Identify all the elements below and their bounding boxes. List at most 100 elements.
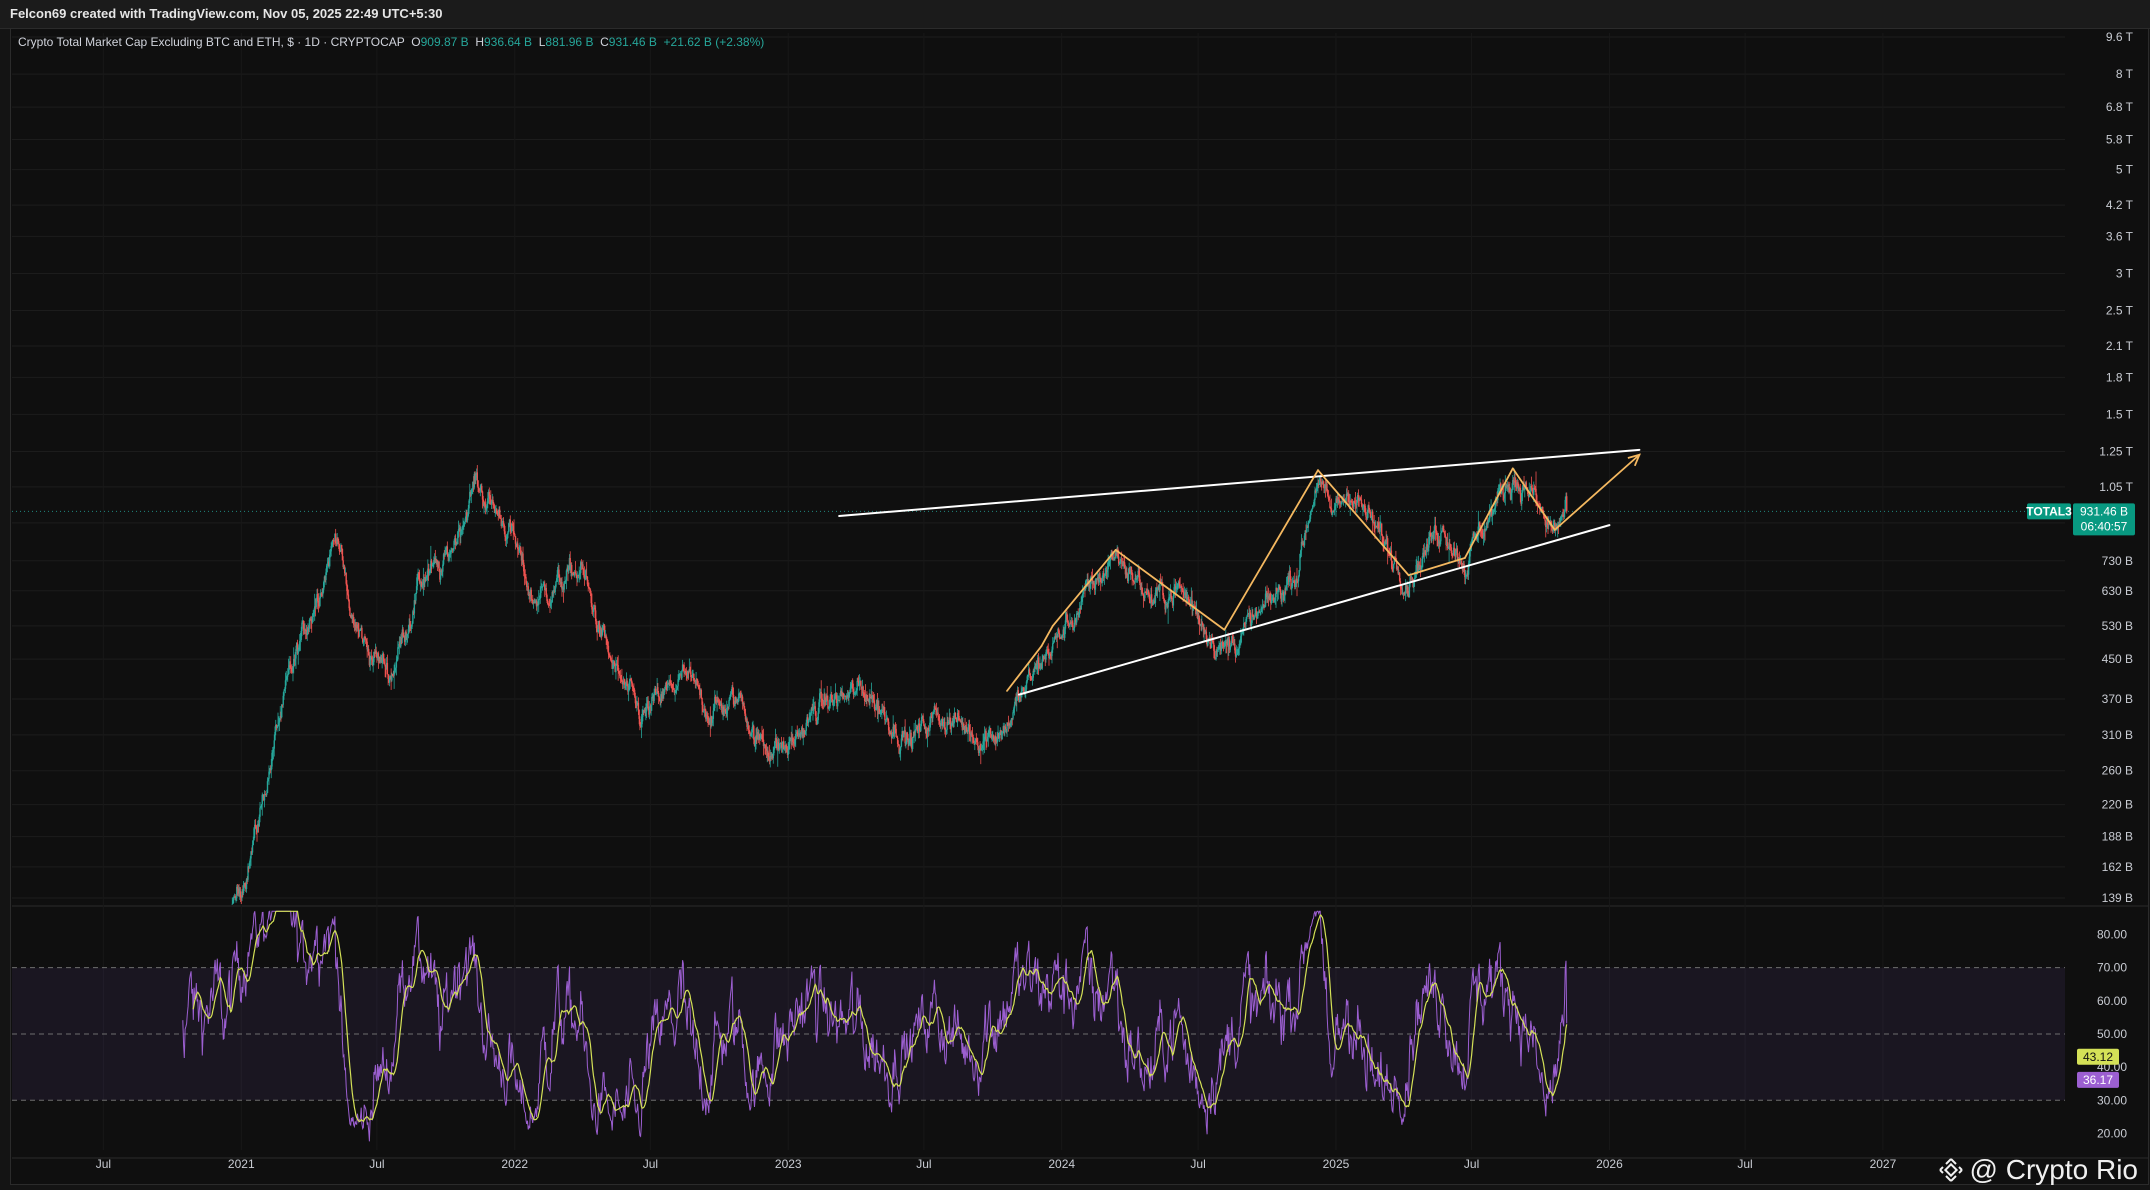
candle-body	[592, 608, 595, 613]
candle-body	[977, 746, 980, 753]
candle-body	[314, 606, 317, 608]
candle-body	[947, 722, 949, 724]
candle-body	[1391, 560, 1393, 568]
candle-body	[796, 732, 798, 734]
candle-body	[1049, 654, 1051, 659]
candle-body	[1488, 510, 1491, 519]
candle-body	[1135, 579, 1138, 581]
candle-body	[478, 489, 481, 491]
price-axis[interactable]: 9.6 T8 T6.8 T5.8 T5 T4.2 T3.6 T3 T2.5 T2…	[2099, 30, 2133, 905]
candle-body	[1048, 653, 1050, 659]
candle-body	[1127, 572, 1130, 582]
candle-body	[259, 807, 261, 817]
candle-body	[1019, 696, 1021, 703]
candle-body	[1352, 506, 1354, 508]
candle-body	[277, 724, 279, 727]
candle-body	[272, 748, 275, 752]
candle-body	[412, 611, 414, 624]
candle-body	[1551, 527, 1554, 532]
candle-body	[1498, 486, 1501, 490]
candle-body	[340, 544, 343, 550]
candle-body	[835, 692, 837, 700]
candle-body	[622, 681, 625, 685]
candle-body	[1449, 544, 1452, 548]
candle-body	[1347, 493, 1350, 502]
candle-body	[682, 664, 685, 666]
candle-body	[716, 699, 718, 702]
candle-body	[1037, 657, 1040, 665]
candle-body	[626, 680, 628, 686]
candle-body	[461, 527, 464, 530]
candle-body	[495, 509, 497, 511]
candle-body	[957, 712, 960, 716]
rsi-pane[interactable]	[12, 910, 2065, 1142]
candle-body	[1321, 481, 1323, 485]
candle-body	[870, 695, 873, 699]
candle-body	[650, 705, 652, 707]
candle-body	[748, 730, 750, 733]
candle-body	[837, 700, 840, 702]
candle-body	[916, 727, 918, 730]
candle-body	[715, 700, 718, 702]
candle-body	[302, 620, 304, 623]
candle-body	[1225, 641, 1227, 643]
candle-body	[254, 824, 256, 829]
candle-body	[1204, 628, 1206, 633]
candle-body	[271, 752, 273, 767]
candle-body	[1508, 487, 1510, 490]
time-tick-label: Jul	[369, 1157, 384, 1171]
time-axis[interactable]: Jul 2021 Jul 2022 Jul 2023 Jul 2024 Jul 2025 Jul 20…	[96, 1157, 1897, 1171]
candle-body	[1472, 533, 1474, 538]
candle-body	[451, 548, 454, 551]
candle-body	[1132, 580, 1135, 583]
candle-body	[1564, 499, 1566, 512]
candle-body	[1240, 636, 1242, 644]
candle-body	[1494, 498, 1497, 508]
candle-body	[1103, 575, 1106, 578]
candle-body	[649, 706, 652, 708]
candle-body	[562, 587, 564, 590]
candle-body	[896, 737, 899, 744]
candle-body	[702, 710, 705, 712]
candle-body	[726, 706, 729, 708]
candle-body	[872, 695, 875, 701]
candle-body	[569, 558, 571, 570]
candle-body	[1259, 612, 1261, 613]
drawing-layer[interactable]	[838, 448, 1641, 696]
candle-body	[765, 748, 768, 751]
candle-body	[1533, 487, 1535, 496]
candle-body	[869, 697, 872, 699]
candle-body	[355, 624, 357, 628]
candle-body	[892, 726, 894, 734]
candle-body	[903, 730, 906, 734]
candle-body	[989, 728, 991, 730]
candle-body	[1437, 541, 1440, 544]
legend-low-value: 881.96 B	[545, 35, 594, 49]
candle-body	[831, 699, 834, 703]
candle-body	[1492, 509, 1495, 515]
candle-body	[502, 521, 504, 524]
candle-body	[1056, 635, 1058, 637]
candle-body	[1157, 586, 1160, 589]
candle-body	[744, 708, 746, 714]
rsi-tick-label: 50.00	[2097, 1027, 2127, 1041]
candle-body	[1177, 585, 1179, 587]
candle-body	[1003, 726, 1005, 733]
candle-body	[882, 706, 885, 712]
symbol-legend[interactable]: Crypto Total Market Cap Excluding BTC an…	[18, 35, 764, 49]
candle-body	[427, 568, 430, 574]
candle-body	[523, 562, 525, 572]
candle-body	[962, 724, 965, 730]
candle-body	[917, 723, 920, 733]
candle-body	[769, 756, 771, 762]
candle-body	[408, 624, 410, 630]
candle-body	[1483, 529, 1486, 537]
candle-body	[981, 745, 984, 749]
candle-body	[989, 728, 992, 735]
candle-body	[295, 649, 297, 659]
candle-body	[276, 726, 278, 729]
candle-body	[1219, 642, 1221, 647]
candle-body	[743, 703, 745, 709]
